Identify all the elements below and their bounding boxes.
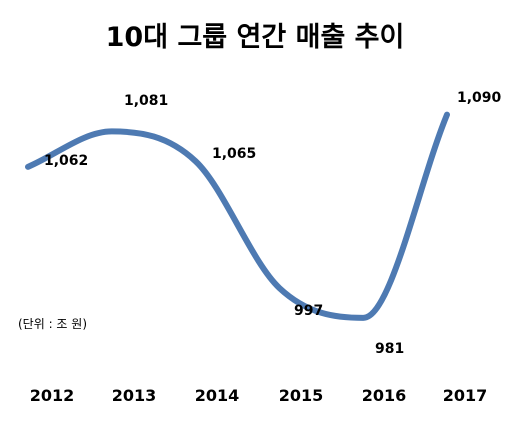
unit-note: (단위 : 조 원) (18, 317, 87, 331)
x-tick-2015: 2015 (279, 386, 324, 405)
data-labels: 1,062 1,081 1,065 997 981 1,090 (44, 90, 502, 357)
x-tick-2017: 2017 (443, 386, 488, 405)
data-label-2012: 1,062 (44, 153, 88, 169)
x-tick-2016: 2016 (362, 386, 407, 405)
x-tick-2014: 2014 (195, 386, 240, 405)
data-label-2013: 1,081 (124, 93, 168, 109)
data-label-2014: 1,065 (212, 146, 256, 162)
data-label-2016: 981 (375, 341, 404, 357)
x-axis-ticks: 2012 2013 2014 2015 2016 2017 (30, 386, 488, 405)
chart-title: 10대 그룹 연간 매출 추이 (106, 22, 405, 53)
x-tick-2012: 2012 (30, 386, 75, 405)
series-line (25, 111, 450, 321)
data-label-2015: 997 (294, 303, 323, 319)
x-tick-2013: 2013 (112, 386, 157, 405)
data-label-2017: 1,090 (457, 90, 502, 106)
